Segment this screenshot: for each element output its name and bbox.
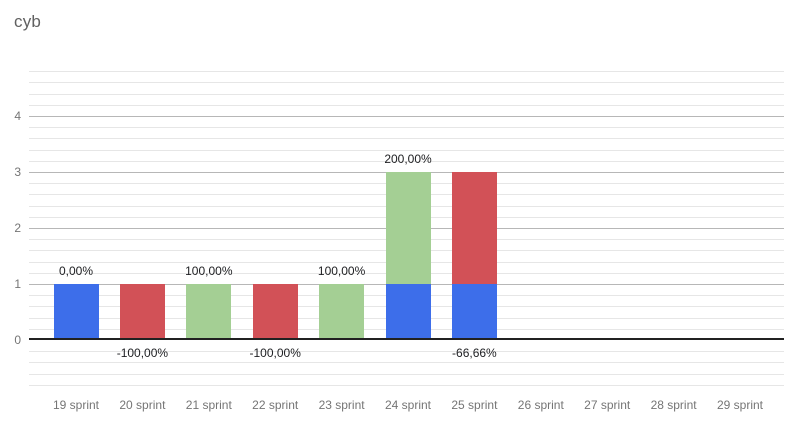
bar-segment-red[interactable]	[252, 284, 298, 340]
gridline-minor	[29, 94, 784, 95]
bar-data-label: 100,00%	[317, 264, 366, 278]
gridline-minor	[29, 138, 784, 139]
bar-data-label: 100,00%	[185, 264, 233, 278]
x-axis-category-label: 25 sprint	[451, 398, 498, 412]
bar-data-label: -100,00%	[249, 346, 301, 360]
x-axis-category-label: 24 sprint	[384, 398, 432, 412]
gridline-minor	[29, 351, 784, 352]
gridline-minor	[29, 82, 784, 83]
y-axis-tick-label: 2	[14, 221, 21, 235]
x-axis-category-label: 27 sprint	[584, 398, 631, 412]
bar-segment-green[interactable]	[385, 172, 431, 284]
x-axis-category-label: 29 sprint	[716, 398, 764, 412]
bar-segment-red[interactable]	[451, 172, 497, 284]
gridline-minor	[29, 161, 784, 162]
bar-data-label: -66,66%	[452, 346, 497, 360]
y-axis-tick-label: 1	[14, 277, 21, 291]
x-axis-category-label: 26 sprint	[517, 398, 564, 412]
x-axis-category-label: 21 sprint	[185, 398, 232, 412]
bar-segment-green[interactable]	[186, 284, 232, 340]
chart-title: cyb	[14, 12, 42, 31]
bar-data-label: 200,00%	[384, 152, 432, 166]
bar-data-label: 0,00%	[58, 264, 94, 278]
bar-segment-blue[interactable]	[385, 284, 431, 340]
gridline-major	[29, 116, 784, 117]
bar-segment-green[interactable]	[319, 284, 365, 340]
gridline-minor	[29, 150, 784, 151]
x-axis-category-label: 23 sprint	[318, 398, 365, 412]
gridline-minor	[29, 105, 784, 106]
x-axis-category-label: 22 sprint	[252, 398, 299, 412]
gridline-minor	[29, 362, 784, 363]
y-axis-tick-label: 3	[14, 165, 21, 179]
gridline-minor	[29, 127, 784, 128]
bar-segment-blue[interactable]	[53, 284, 99, 340]
bar-segment-blue[interactable]	[451, 284, 497, 340]
gridline-minor	[29, 385, 784, 386]
x-axis-category-label: 28 sprint	[650, 398, 697, 412]
y-axis-tick-label: 0	[14, 333, 21, 347]
gridline-minor	[29, 374, 784, 375]
bar-segment-red[interactable]	[119, 284, 165, 340]
x-axis-category-label: 19 sprint	[52, 398, 100, 412]
bar-data-label: -100,00%	[116, 346, 169, 360]
x-axis-category-label: 20 sprint	[119, 398, 166, 412]
gridline-minor	[29, 71, 784, 72]
x-axis-zero-line	[29, 338, 784, 340]
y-axis-tick-label: 4	[14, 109, 21, 123]
